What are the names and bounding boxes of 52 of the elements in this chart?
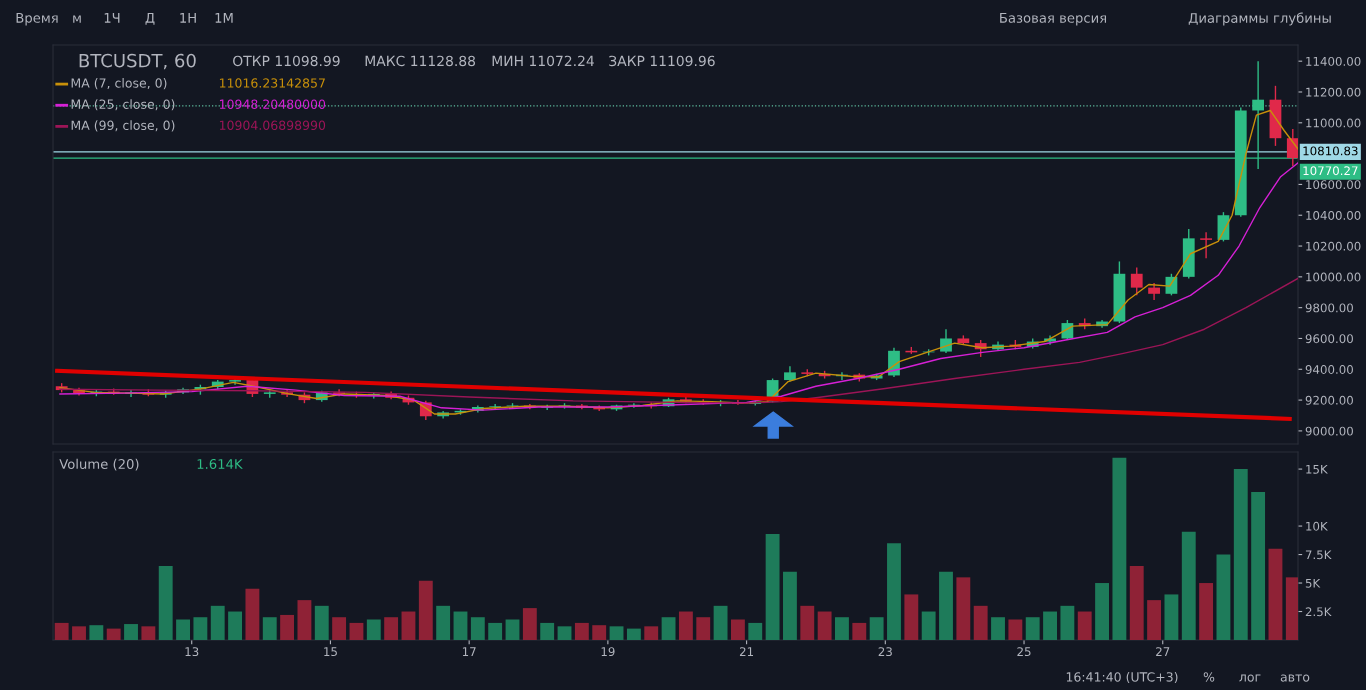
x-tick-label: 19 — [601, 647, 615, 657]
text: лог — [1239, 674, 1261, 682]
y-tick-label: 11000.00 — [1306, 118, 1361, 128]
ref-line-label: 10810.83 — [1303, 146, 1358, 156]
x-tick-label: 21 — [739, 647, 754, 656]
annotation: МИН 11072.24 — [492, 55, 594, 67]
text: Диаграммы глубины — [1188, 12, 1331, 26]
y-tick-label: 9200.00 — [1305, 395, 1353, 405]
y-tick-label: 10600.00 — [1306, 180, 1361, 190]
legend-label: MA (25, close, 0) — [71, 99, 175, 111]
legend-label: MA (7, close, 0) — [71, 78, 167, 90]
y-tick-label: 9400.00 — [1305, 365, 1353, 374]
annotation: 11016.23142857 — [219, 78, 325, 88]
x-tick-label: 23 — [878, 647, 892, 657]
y-tick-label: 7.5K — [1305, 550, 1332, 560]
chart-title: Volume (20) — [59, 458, 139, 471]
y-tick-label: 10400.00 — [1306, 210, 1361, 220]
y-tick-label: 9600.00 — [1305, 334, 1353, 344]
chart-title: BTCUSDT, 60 — [79, 53, 196, 70]
x-tick-label: 15 — [324, 647, 337, 657]
annotation: 1.614K — [197, 459, 243, 469]
y-tick-label: 11400.00 — [1306, 56, 1361, 66]
text: Д — [145, 13, 155, 25]
x-tick-label: 27 — [1156, 647, 1170, 656]
text: 1Ч — [104, 13, 120, 23]
annotation: 10948.20480000 — [219, 99, 326, 109]
y-tick-label: 15K — [1306, 464, 1328, 474]
ref-line-label: 10770.27 — [1303, 166, 1358, 176]
y-tick-label: 11200.00 — [1306, 87, 1361, 97]
y-tick-label: 9800.00 — [1305, 303, 1353, 313]
annotation: ОТКР 11098.99 — [233, 55, 340, 67]
text: Время — [16, 13, 58, 26]
y-tick-label: 9000.00 — [1305, 426, 1353, 436]
text: авто — [1280, 674, 1310, 682]
annotation: ЗАКР 11109.96 — [609, 55, 715, 67]
text: 16:41:40 (UTC+3) — [1066, 671, 1178, 684]
x-tick-label: 25 — [1017, 647, 1031, 657]
y-tick-label: 2.5K — [1305, 607, 1332, 617]
text: % — [1203, 672, 1215, 682]
annotation: 10904.06898990 — [219, 120, 326, 131]
x-tick-label: 13 — [185, 647, 199, 657]
y-tick-label: 10200.00 — [1306, 241, 1361, 251]
annotation: МАКС 11128.88 — [365, 55, 476, 67]
legend-label: MA (99, close, 0) — [71, 120, 175, 132]
y-tick-label: 10K — [1306, 521, 1328, 531]
x-tick-label: 17 — [462, 647, 476, 656]
y-tick-label: 10000.00 — [1306, 272, 1361, 282]
text: 1Н — [180, 13, 196, 23]
y-tick-label: 5K — [1305, 578, 1321, 588]
text: м — [73, 15, 81, 23]
text: 1М — [215, 13, 233, 23]
text: Базовая версия — [1000, 13, 1106, 26]
